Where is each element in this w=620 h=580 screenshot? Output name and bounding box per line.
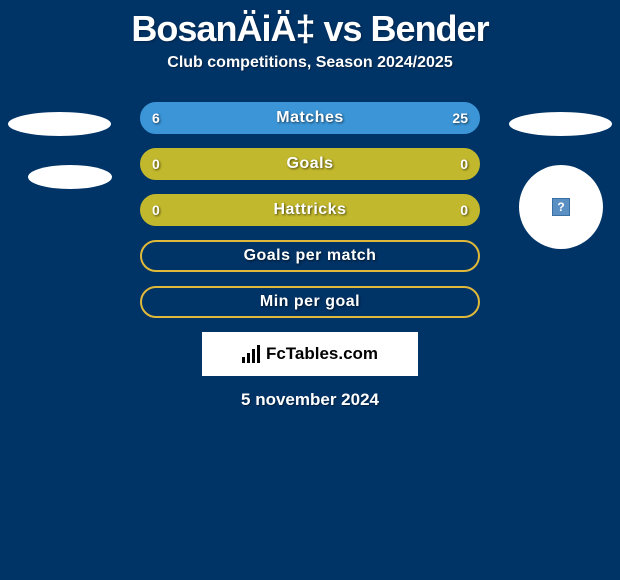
player2-avatar-placeholder [509, 112, 612, 136]
bar-matches: 6 Matches 25 [140, 102, 480, 134]
bar-chart-icon [242, 345, 260, 363]
bar-hattricks-label: Hattricks [142, 201, 478, 219]
bar-hattricks-right: 0 [460, 202, 468, 218]
bar-goals-right: 0 [460, 156, 468, 172]
logo-text: FcTables.com [266, 344, 378, 364]
bar-min-per-goal: Min per goal [140, 286, 480, 318]
bar-goals-label: Goals [142, 155, 478, 173]
player2-name: Bender [371, 8, 489, 49]
content-area: ? 6 Matches 25 0 Goals 0 0 Hattricks 0 G… [0, 102, 620, 410]
bar-gpm-label: Goals per match [142, 247, 478, 265]
player1-badge-placeholder [28, 165, 112, 189]
subtitle: Club competitions, Season 2024/2025 [0, 54, 620, 102]
bar-mpg-label: Min per goal [142, 293, 478, 311]
bar-goals-per-match: Goals per match [140, 240, 480, 272]
stats-bars: 6 Matches 25 0 Goals 0 0 Hattricks 0 Goa… [140, 102, 480, 318]
player1-avatar-placeholder [8, 112, 111, 136]
date-text: 5 november 2024 [10, 390, 610, 410]
player2-badge-placeholder: ? [519, 165, 603, 249]
badge-unknown-icon: ? [552, 198, 570, 216]
bar-matches-label: Matches [142, 109, 478, 127]
vs-text: vs [323, 8, 361, 49]
bar-hattricks: 0 Hattricks 0 [140, 194, 480, 226]
fctables-logo[interactable]: FcTables.com [202, 332, 418, 376]
page-title: BosanÄiÄ‡ vs Bender [0, 0, 620, 54]
bar-matches-right: 25 [452, 110, 468, 126]
player1-name: BosanÄiÄ‡ [131, 8, 314, 49]
bar-goals: 0 Goals 0 [140, 148, 480, 180]
